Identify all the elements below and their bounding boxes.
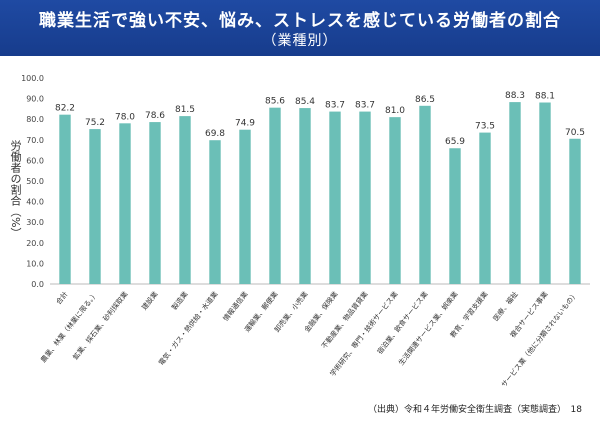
category-label: 合計: [54, 290, 70, 307]
data-label: 69.8: [205, 129, 225, 139]
bar: [59, 114, 71, 284]
data-label: 70.5: [565, 128, 585, 138]
bar: [449, 148, 461, 284]
bar: [299, 108, 311, 284]
category-label: 医療、福祉: [491, 290, 520, 323]
category-label: 製造業: [170, 290, 190, 312]
source-note: （出典）令和４年労働安全衛生調査（実態調査）: [367, 405, 566, 415]
data-label: 86.5: [415, 95, 435, 105]
bar: [389, 117, 401, 284]
bar: [509, 102, 521, 284]
data-label: 81.5: [175, 105, 195, 115]
page-subtitle: （業種別）: [262, 33, 338, 49]
category-label: 生活関連サービス業、娯楽業: [396, 290, 459, 367]
bar: [329, 111, 341, 284]
y-tick-label: 30.0: [26, 218, 44, 227]
data-label: 83.7: [355, 101, 375, 111]
bar: [239, 129, 251, 284]
y-tick-label: 40.0: [26, 198, 44, 207]
bar: [209, 140, 221, 284]
bar: [479, 132, 491, 284]
bar: [269, 107, 281, 284]
y-tick-label: 60.0: [26, 156, 44, 165]
bar-chart: 0.0 10.0 20.0 30.0 40.0 50.0 60.0 70.0 80.0 90.0 1…: [21, 74, 590, 389]
data-label: 75.2: [85, 118, 105, 128]
bar: [359, 111, 371, 284]
data-label: 88.1: [535, 92, 555, 102]
bar: [119, 123, 131, 284]
y-tick-label: 70.0: [26, 136, 44, 145]
bar: [89, 129, 101, 284]
data-label: 85.6: [265, 97, 285, 107]
y-tick-label: 80.0: [26, 115, 44, 124]
bar: [539, 102, 551, 284]
data-label: 78.0: [115, 112, 135, 122]
category-label: 鉱業、採石業、砂利採取業: [71, 290, 130, 362]
data-label: 81.0: [385, 106, 405, 116]
page-title: 職業生活で強い不安、悩み、ストレスを感じている労働者の割合: [39, 11, 561, 31]
data-label: 83.7: [325, 101, 345, 111]
category-label: 電気・ガス・熱供給・水道業: [156, 290, 219, 367]
data-label: 73.5: [475, 122, 495, 132]
y-tick-label: 90.0: [26, 95, 44, 104]
data-label: 74.9: [235, 119, 255, 129]
bar: [179, 116, 191, 284]
category-label: 宿泊業、飲食サービス業: [375, 290, 429, 356]
category-label: 情報通信業: [221, 290, 250, 323]
y-tick-label: 0.0: [31, 280, 44, 289]
data-label: 88.3: [505, 91, 525, 101]
y-tick-label: 20.0: [26, 239, 44, 248]
y-tick-label: 50.0: [26, 177, 44, 186]
bar: [419, 105, 431, 284]
category-label: 農業、林業（林業に限る。）: [39, 290, 100, 364]
page-number: 18: [570, 405, 582, 415]
bar: [149, 122, 161, 284]
y-tick-label: 10.0: [26, 259, 44, 268]
y-tick-label: 100.0: [21, 74, 44, 83]
header-banner: 職業生活で強い不安、悩み、ストレスを感じている労働者の割合 （業種別）: [0, 0, 600, 56]
y-axis-label: 労働者の割合（%）: [9, 140, 22, 239]
data-label: 78.6: [145, 111, 165, 121]
category-label: 建設業: [140, 290, 160, 312]
data-label: 85.4: [295, 97, 315, 107]
bar: [569, 138, 581, 284]
data-label: 65.9: [445, 137, 465, 147]
data-label: 82.2: [55, 104, 75, 114]
